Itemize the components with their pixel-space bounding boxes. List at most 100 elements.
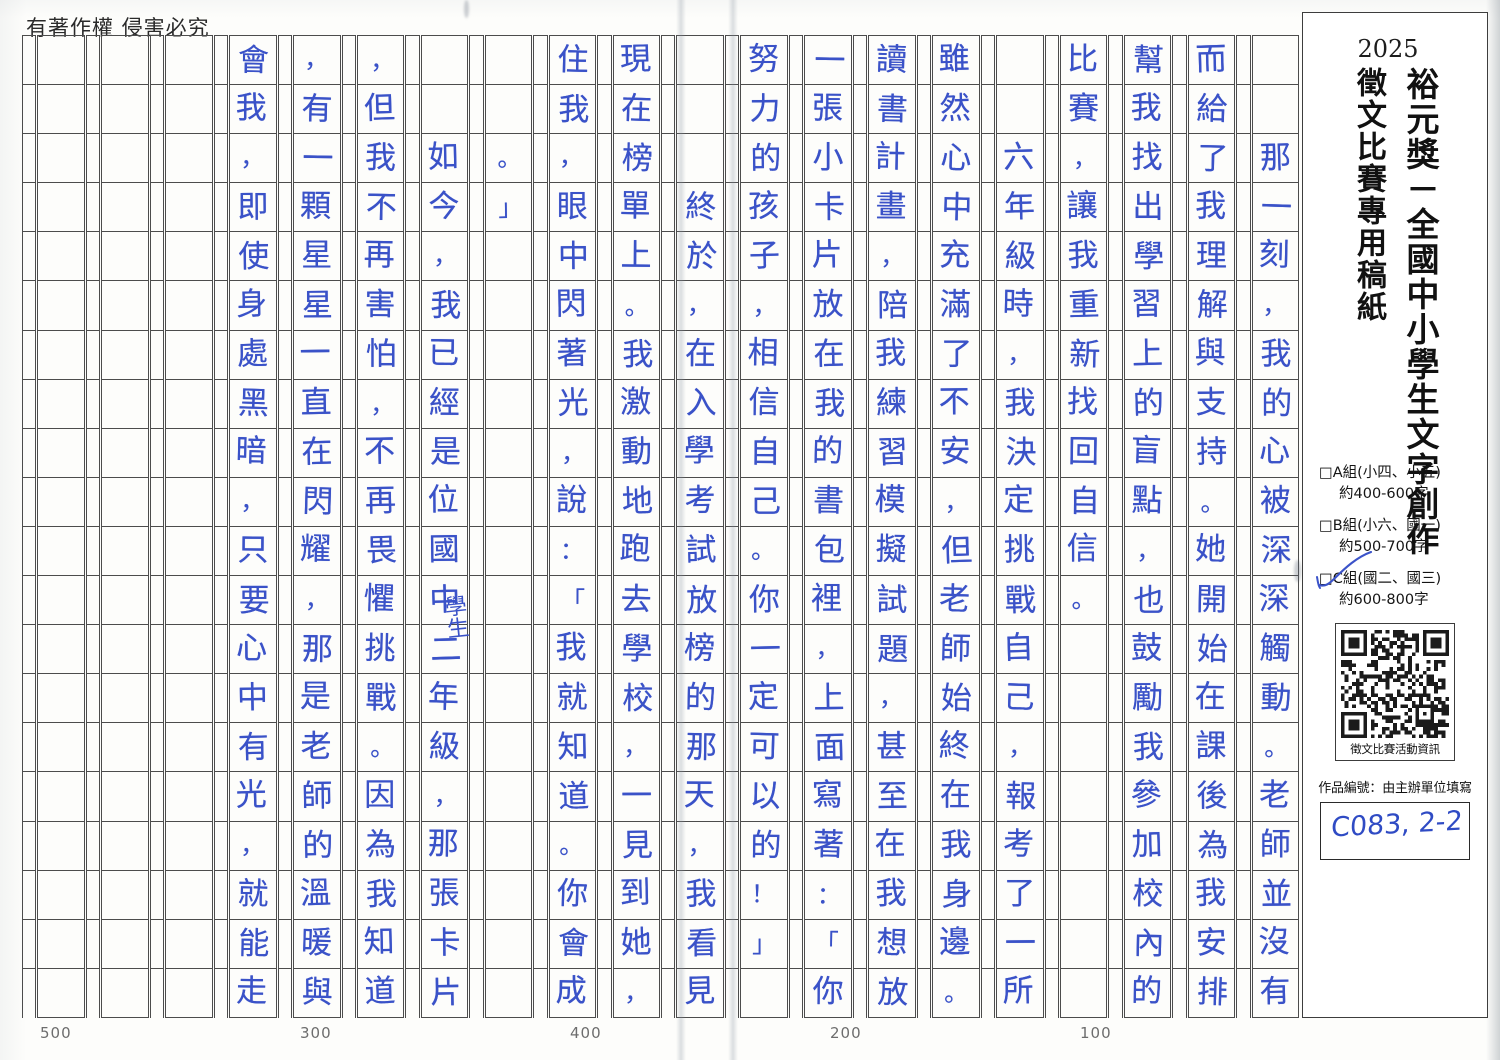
grid-cell[interactable]: 怕 [356,329,405,380]
grid-cell[interactable]: 我 [229,84,277,135]
grid-cell[interactable]: 懼 [356,575,405,626]
grid-cell[interactable]: 始 [1187,624,1236,675]
grid-cell[interactable] [37,722,85,773]
grid-cell[interactable]: 卡 [804,182,852,233]
grid-cell[interactable]: 己 [996,673,1044,724]
grid-cell[interactable]: 考 [996,820,1044,871]
grid-cell[interactable]: 中 [229,673,277,724]
grid-cell[interactable]: 上 [1123,329,1172,380]
grid-cell[interactable]: 溫 [293,869,341,920]
grid-cell[interactable]: 我 [356,133,405,184]
grid-cell[interactable] [484,525,533,577]
grid-cell[interactable]: 信 [740,378,788,429]
grid-cell[interactable]: 心 [229,624,277,675]
grid-cell[interactable]: 課 [1187,722,1236,773]
grid-cell[interactable]: 的 [293,820,341,871]
grid-cell[interactable]: 再 [356,476,405,527]
grid-cell[interactable]: ： [804,869,852,920]
grid-cell[interactable] [101,182,149,233]
grid-cell[interactable]: 見 [612,820,661,871]
grid-cell[interactable]: 力 [740,84,788,135]
grid-cell[interactable]: 師 [1251,820,1300,871]
grid-cell[interactable]: 。 [612,280,661,331]
grid-cell[interactable]: 裡 [804,575,852,626]
grid-cell[interactable]: 是 [293,673,341,724]
grid-cell[interactable] [484,820,533,871]
grid-cell[interactable]: 校 [1123,869,1172,920]
grid-cell[interactable]: 動 [612,427,661,478]
grid-cell[interactable]: 。 [1059,575,1108,626]
grid-cell[interactable]: 道 [548,771,597,822]
grid-cell[interactable]: 那 [676,722,724,773]
grid-cell[interactable]: 的 [740,133,788,184]
grid-cell[interactable] [165,280,213,331]
grid-cell[interactable]: ， [229,820,277,871]
grid-cell[interactable]: 」 [484,182,533,233]
grid-cell[interactable]: 眼 [548,182,597,233]
grid-cell[interactable]: 成 [548,967,597,1018]
grid-cell[interactable] [37,476,85,527]
grid-cell[interactable]: ， [420,771,469,822]
grid-cell[interactable] [165,427,213,478]
grid-cell[interactable]: ， [356,378,405,429]
grid-cell[interactable]: 我 [1187,182,1236,233]
grid-cell[interactable] [484,869,533,920]
grid-cell[interactable]: 星 [293,231,341,282]
grid-cell[interactable]: 在 [676,329,724,380]
grid-cell[interactable]: 上 [804,673,852,724]
grid-cell[interactable] [165,133,213,184]
grid-cell[interactable]: 我 [1187,869,1236,920]
grid-cell[interactable]: 那 [293,624,341,675]
grid-cell[interactable]: ， [229,133,277,184]
grid-cell[interactable] [484,329,533,380]
grid-cell[interactable]: 有 [229,722,277,773]
grid-cell[interactable]: 再 [356,231,405,282]
grid-cell[interactable]: 學 [612,624,661,675]
grid-cell[interactable]: 小 [804,133,852,184]
grid-cell[interactable] [484,280,533,331]
grid-cell[interactable]: 書 [868,84,916,135]
grid-cell[interactable]: 我 [1059,231,1108,282]
grid-cell[interactable] [37,967,85,1018]
grid-cell[interactable]: ， [868,673,916,724]
grid-cell[interactable]: 我 [1123,84,1172,135]
grid-cell[interactable]: ， [1123,525,1172,577]
grid-cell[interactable]: 我 [868,329,916,380]
grid-cell[interactable]: 定 [996,476,1044,527]
grid-cell[interactable]: 給 [1187,84,1236,135]
grid-cell[interactable]: 以 [740,771,788,822]
grid-cell[interactable]: 甚 [868,722,916,773]
grid-cell[interactable]: 包 [804,525,852,577]
serial-number-box[interactable]: C083, 2-2 [1320,802,1470,860]
grid-cell[interactable]: 的 [1251,378,1300,429]
grid-cell[interactable]: 安 [1187,918,1236,969]
grid-cell[interactable]: 一 [740,624,788,675]
grid-cell[interactable]: 會 [229,35,277,86]
grid-cell[interactable] [101,133,149,184]
grid-cell[interactable]: 盲 [1123,427,1172,478]
grid-cell[interactable]: 我 [996,378,1044,429]
grid-cell[interactable]: 陪 [868,280,916,331]
grid-cell[interactable]: 中 [932,182,980,233]
grid-cell[interactable] [165,673,213,724]
grid-cell[interactable] [37,84,85,135]
grid-cell[interactable]: 解 [1187,280,1236,331]
grid-cell[interactable]: 並 [1251,869,1300,920]
grid-cell[interactable] [165,231,213,282]
grid-cell[interactable]: 片 [420,967,469,1018]
grid-cell[interactable]: 習 [1123,280,1172,331]
grid-cell[interactable] [996,35,1044,86]
grid-cell[interactable] [1059,673,1108,724]
grid-cell[interactable]: ， [804,624,852,675]
grid-cell[interactable]: 孩 [740,182,788,233]
grid-cell[interactable] [1059,967,1108,1018]
grid-cell[interactable] [37,427,85,478]
grid-cell[interactable]: 一 [293,329,341,380]
grid-cell[interactable]: 光 [548,378,597,429]
grid-cell[interactable]: 知 [356,918,405,969]
grid-cell[interactable]: 考 [676,476,724,527]
grid-cell[interactable]: ， [676,280,724,331]
grid-cell[interactable]: 如 [420,133,469,184]
grid-cell[interactable]: 學 [1123,231,1172,282]
grid-cell[interactable]: 的 [676,673,724,724]
